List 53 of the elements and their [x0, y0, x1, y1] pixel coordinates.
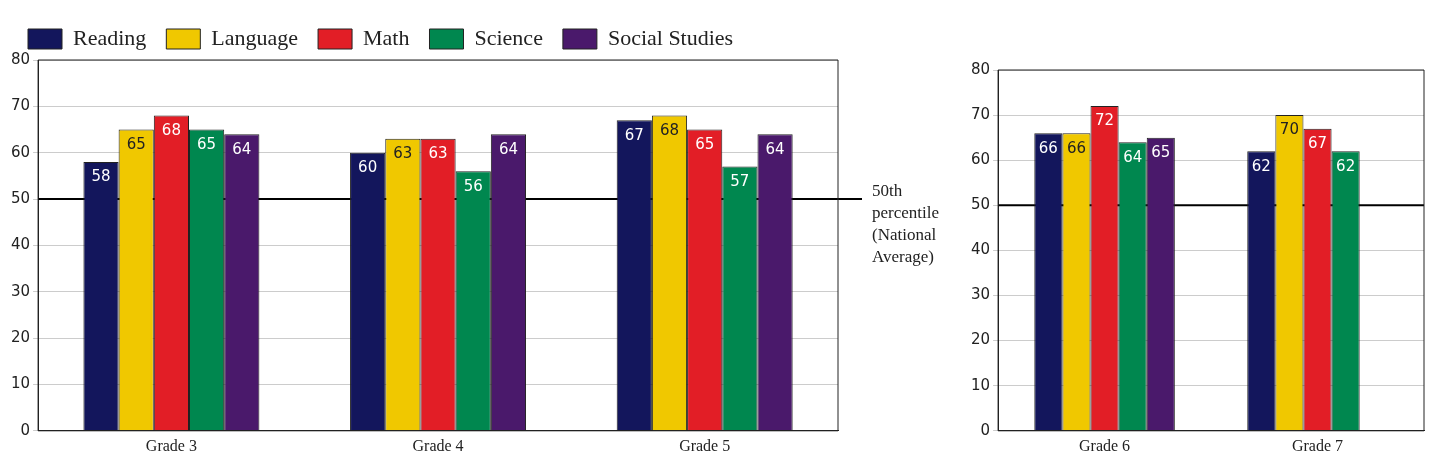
data-label: 67: [1307, 134, 1328, 153]
data-label: 64: [498, 139, 518, 158]
y-tick-label: 80: [10, 49, 31, 68]
x-tick-label: Grade 6: [1079, 436, 1131, 454]
data-label: 70: [1279, 120, 1299, 139]
x-tick-label: Grade 7: [1291, 436, 1344, 454]
data-label: 65: [126, 134, 146, 153]
y-tick-label: 20: [970, 330, 991, 349]
y-tick-label: 0: [20, 420, 31, 439]
data-label: 56: [463, 176, 483, 195]
data-label: 68: [659, 121, 680, 140]
data-label: 63: [393, 144, 413, 163]
data-label: 64: [765, 139, 785, 158]
y-tick-label: 10: [970, 375, 991, 394]
data-label: 60: [358, 158, 378, 177]
data-label: 62: [1251, 156, 1271, 175]
data-label: 72: [1095, 111, 1115, 130]
y-tick-label: 30: [10, 281, 31, 300]
y-tick-label: 80: [970, 59, 991, 78]
y-tick-label: 60: [10, 142, 31, 161]
data-label: 68: [161, 121, 181, 140]
y-tick-label: 0: [980, 420, 991, 439]
y-tick-label: 20: [10, 327, 31, 346]
y-tick-label: 50: [10, 188, 31, 207]
y-tick-label: 70: [10, 96, 31, 115]
y-tick-label: 50: [970, 195, 991, 214]
y-tick-label: 70: [970, 104, 991, 123]
x-tick-label: Grade 5: [679, 436, 731, 454]
data-label: 58: [91, 167, 111, 186]
data-label: 64: [232, 139, 252, 158]
legend-label: Math: [363, 24, 410, 50]
y-tick-label: 10: [10, 374, 31, 393]
ref-line-label: 50th percentile (National Average): [872, 180, 940, 266]
legend-label: Social Studies: [607, 24, 734, 50]
legend-label: Reading: [73, 24, 147, 50]
legend-label: Language: [211, 24, 299, 50]
y-tick-label: 40: [970, 240, 991, 259]
legend-label: Science: [474, 24, 543, 50]
data-label: 62: [1336, 156, 1356, 175]
x-tick-label: Grade 4: [412, 436, 464, 454]
data-label: 65: [695, 134, 715, 153]
y-tick-label: 60: [970, 150, 991, 169]
data-label: 67: [624, 125, 644, 144]
data-label: 64: [1123, 147, 1143, 166]
data-label: 57: [730, 172, 750, 190]
y-tick-label: 40: [10, 235, 31, 254]
y-tick-label: 30: [970, 285, 991, 304]
data-label: 65: [1151, 143, 1171, 162]
x-tick-label: Grade 3: [145, 436, 197, 454]
data-label: 65: [197, 134, 217, 153]
data-label: 63: [428, 144, 448, 163]
data-label: 66: [1038, 138, 1058, 157]
data-label: 66: [1066, 138, 1086, 157]
